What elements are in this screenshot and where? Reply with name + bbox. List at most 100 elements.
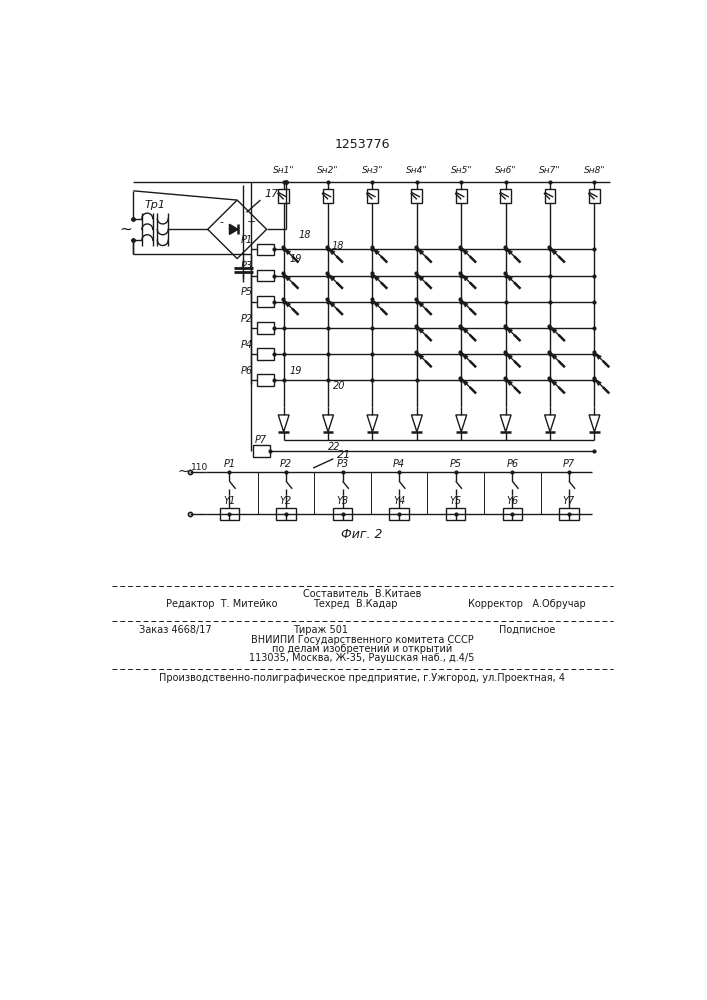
Text: P3: P3 (240, 261, 252, 271)
Polygon shape (283, 247, 291, 255)
Text: Y3: Y3 (337, 496, 349, 506)
Text: 22: 22 (328, 442, 341, 452)
Text: Sн5": Sн5" (450, 166, 472, 175)
Text: 21: 21 (337, 450, 351, 460)
Polygon shape (505, 273, 513, 281)
Text: -: - (220, 217, 223, 227)
Text: P2: P2 (240, 314, 252, 324)
Bar (501, 189, 511, 203)
Bar (252, 445, 270, 457)
Polygon shape (327, 247, 335, 255)
Text: +: + (247, 217, 256, 227)
Bar (559, 508, 578, 520)
Text: Sн3": Sн3" (362, 166, 383, 175)
Text: Y2: Y2 (280, 496, 292, 506)
Text: Производственно-полиграфическое предприятие, г.Ужгород, ул.Проектная, 4: Производственно-полиграфическое предприя… (159, 673, 565, 683)
Polygon shape (327, 299, 335, 307)
Polygon shape (460, 378, 468, 386)
Polygon shape (416, 326, 423, 333)
Text: по делам изобретений и открытий: по делам изобретений и открытий (271, 644, 452, 654)
Text: P4: P4 (393, 459, 405, 469)
Polygon shape (549, 352, 557, 359)
Polygon shape (460, 247, 468, 255)
Text: P7: P7 (255, 435, 267, 445)
Bar (279, 189, 289, 203)
Bar (411, 189, 422, 203)
Text: ~: ~ (177, 465, 189, 479)
Text: Sн8": Sн8" (584, 166, 605, 175)
Bar (322, 189, 334, 203)
Text: P7: P7 (563, 459, 575, 469)
Text: Y6: Y6 (506, 496, 518, 506)
Text: Техред  В.Кадар: Техред В.Кадар (313, 599, 397, 609)
Text: 17: 17 (265, 189, 279, 199)
Bar (257, 244, 274, 255)
Text: ВНИИПИ Государственного комитета СССР: ВНИИПИ Государственного комитета СССР (250, 635, 473, 645)
Bar (333, 508, 352, 520)
Text: Sн6": Sн6" (495, 166, 516, 175)
Bar (390, 508, 409, 520)
Polygon shape (460, 326, 468, 333)
Polygon shape (549, 378, 557, 386)
Text: P6: P6 (240, 366, 252, 376)
Text: Подписное: Подписное (499, 625, 556, 635)
Polygon shape (372, 299, 380, 307)
Polygon shape (549, 247, 557, 255)
Bar (257, 374, 274, 386)
Polygon shape (327, 273, 335, 281)
Text: Тираж 501: Тираж 501 (293, 625, 349, 635)
Text: Sн4": Sн4" (406, 166, 428, 175)
Text: P5: P5 (240, 287, 252, 297)
Bar (367, 189, 378, 203)
Bar (456, 189, 467, 203)
Text: 19: 19 (290, 366, 303, 376)
Text: Sн2": Sн2" (317, 166, 339, 175)
Text: 18: 18 (331, 241, 344, 251)
Bar (276, 508, 296, 520)
Bar (257, 270, 274, 281)
Text: 1253776: 1253776 (334, 138, 390, 151)
Polygon shape (460, 273, 468, 281)
Text: Y4: Y4 (393, 496, 405, 506)
Text: 113035, Москва, Ж-35, Раушская наб., д.4/5: 113035, Москва, Ж-35, Раушская наб., д.4… (250, 653, 474, 663)
Polygon shape (460, 299, 468, 307)
Text: Y1: Y1 (223, 496, 235, 506)
Polygon shape (416, 273, 423, 281)
Polygon shape (416, 247, 423, 255)
Polygon shape (505, 326, 513, 333)
Text: Заказ 4668/17: Заказ 4668/17 (139, 625, 211, 635)
Bar (446, 508, 465, 520)
Polygon shape (505, 378, 513, 386)
Polygon shape (505, 247, 513, 255)
Text: P6: P6 (506, 459, 518, 469)
Polygon shape (549, 326, 557, 333)
Bar (257, 348, 274, 360)
Text: P5: P5 (450, 459, 462, 469)
Polygon shape (594, 378, 602, 386)
Text: 18: 18 (298, 231, 311, 240)
Text: P4: P4 (240, 340, 252, 350)
Text: Фиг. 2: Фиг. 2 (341, 528, 382, 541)
Text: Редактор  Т. Митейко: Редактор Т. Митейко (166, 599, 277, 609)
Text: 20: 20 (333, 381, 345, 391)
Text: P3: P3 (337, 459, 349, 469)
Text: Составитель  В.Китаев: Составитель В.Китаев (303, 589, 421, 599)
Polygon shape (283, 299, 291, 307)
Polygon shape (372, 273, 380, 281)
Polygon shape (230, 224, 238, 234)
Text: P2: P2 (280, 459, 292, 469)
Polygon shape (416, 352, 423, 359)
Polygon shape (505, 352, 513, 359)
Polygon shape (283, 273, 291, 281)
Polygon shape (372, 247, 380, 255)
Text: Y5: Y5 (450, 496, 462, 506)
Bar (220, 508, 239, 520)
Text: P1: P1 (223, 459, 235, 469)
Bar (589, 189, 600, 203)
Polygon shape (594, 352, 602, 359)
Text: Sн1": Sн1" (273, 166, 294, 175)
Polygon shape (416, 299, 423, 307)
Text: Y7: Y7 (563, 496, 575, 506)
Polygon shape (460, 352, 468, 359)
Text: Тр1: Тр1 (144, 200, 165, 210)
